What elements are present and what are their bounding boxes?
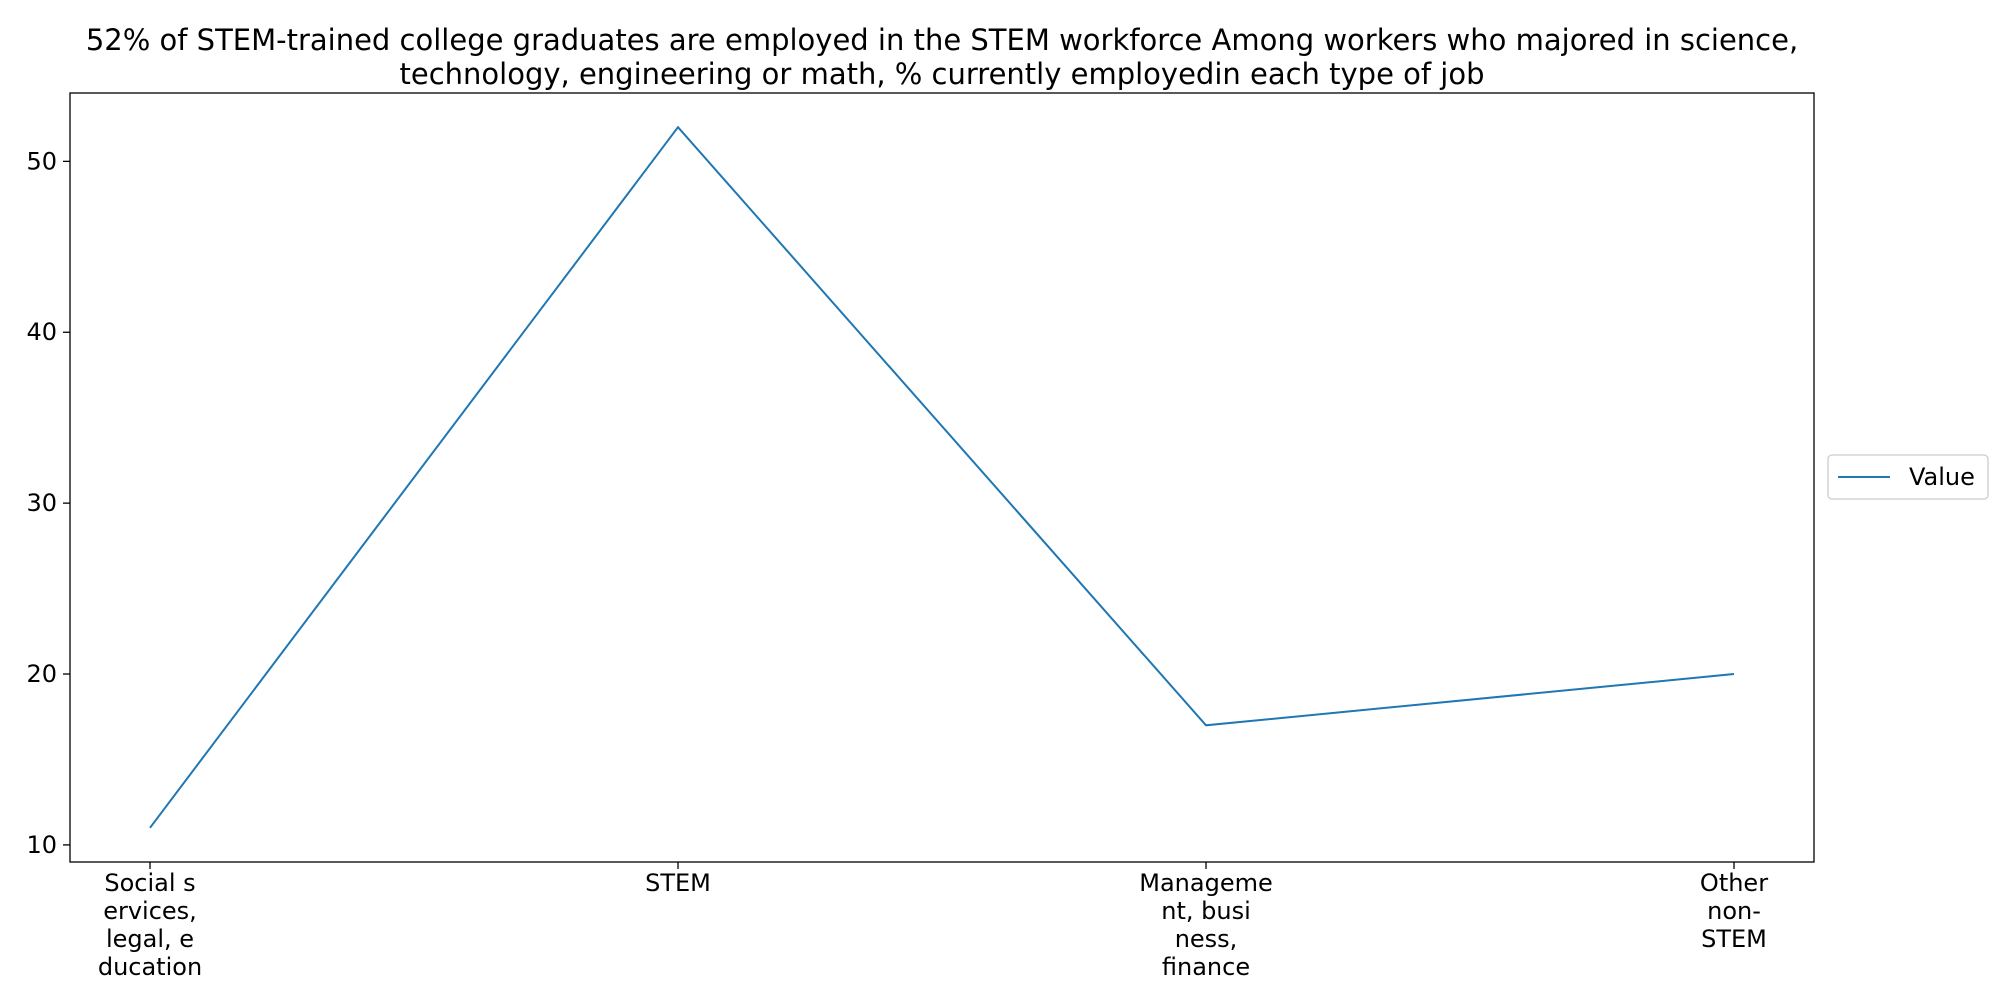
y-tick-label: 20 [26, 660, 57, 688]
x-tick-label-line: nt, busi [1161, 897, 1251, 925]
y-tick-label: 30 [26, 489, 57, 517]
series-group [149, 125, 1735, 829]
title-line-2: technology, engineering or math, % curre… [399, 57, 1484, 91]
legend-box [1827, 454, 1989, 500]
x-tick-label-line: non- [1707, 897, 1761, 925]
x-axis: Social s ervices, legal, e ducation STEM Mana… [98, 862, 1768, 981]
y-tick-label: 50 [26, 147, 57, 175]
x-tick-label-line: ness, [1175, 925, 1238, 953]
x-tick-label-line: ervices, [103, 897, 197, 925]
title-line-1: 52% of STEM-trained college graduates ar… [86, 23, 1798, 57]
legend-label: Value [1909, 463, 1975, 491]
chart-title: 52% of STEM-trained college graduates ar… [86, 23, 1798, 91]
y-tick-label: 40 [26, 318, 57, 346]
x-tick-label-line: Manageme [1139, 869, 1272, 897]
x-tick-label: Social s ervices, legal, e ducation [98, 869, 202, 981]
x-tick-label: Manageme nt, busi ness, finance [1139, 869, 1272, 981]
x-tick-label-line: STEM [645, 869, 711, 897]
x-tick-label-line: ducation [98, 953, 202, 981]
x-tick-label-line: Social s [104, 869, 195, 897]
x-tick-label-line: finance [1162, 953, 1250, 981]
x-tick-label-line: Other [1700, 869, 1768, 897]
x-tick-label-line: legal, e [106, 925, 194, 953]
x-tick-label-line: STEM [1701, 925, 1767, 953]
series-line-value [149, 125, 1735, 829]
plot-area [69, 92, 1815, 863]
y-axis: 10 20 30 40 50 [26, 147, 70, 859]
legend: Value [1827, 454, 1989, 500]
x-tick-label: Other non-STEM [1700, 869, 1768, 953]
x-tick-label: STEM [645, 869, 711, 897]
y-tick-label: 10 [26, 831, 57, 859]
